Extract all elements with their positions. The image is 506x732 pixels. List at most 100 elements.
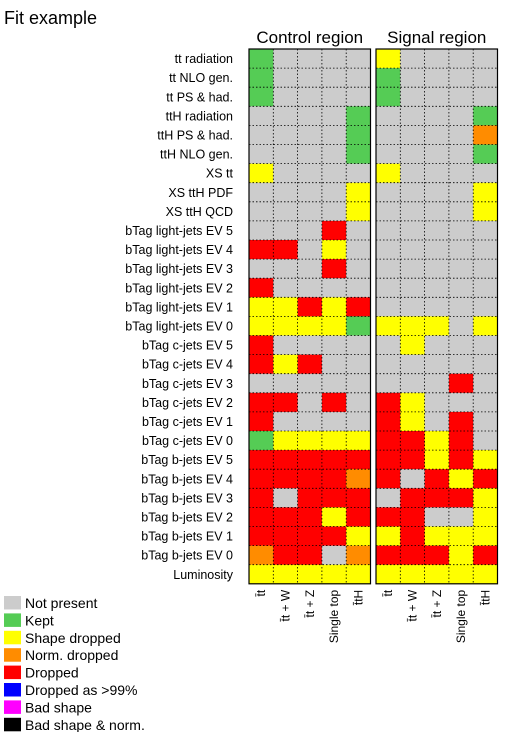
- heatmap-cell: [273, 392, 298, 413]
- row-label: bTag b-jets EV 0: [141, 549, 233, 563]
- column-label: Single top: [454, 589, 468, 643]
- row-label: bTag b-jets EV 5: [141, 453, 233, 467]
- legend-label: Norm. dropped: [25, 647, 118, 663]
- row-label: bTag c-jets EV 1: [142, 415, 233, 429]
- heatmap-cell: [273, 220, 298, 241]
- heatmap-cell: [400, 163, 425, 184]
- heatmap-cell: [321, 431, 347, 451]
- row-label: Luminosity: [173, 568, 233, 582]
- heatmap-cell: [424, 450, 450, 470]
- heatmap-cell: [448, 220, 474, 241]
- heatmap-cell: [448, 431, 474, 451]
- heatmap-cell: [473, 431, 498, 451]
- row-label: bTag light-jets EV 1: [125, 300, 233, 314]
- heatmap-cell: [321, 125, 347, 145]
- heatmap-cell: [376, 182, 401, 203]
- heatmap-cell: [249, 278, 274, 298]
- heatmap-cell: [346, 278, 371, 298]
- heatmap-cell: [424, 106, 450, 126]
- heatmap-cell: [346, 182, 371, 203]
- heatmap-cell: [346, 507, 371, 527]
- row-label: bTag b-jets EV 1: [141, 530, 233, 544]
- legend-label: Shape dropped: [25, 630, 121, 646]
- heatmap-cell: [321, 220, 347, 241]
- heatmap-cell: [424, 182, 450, 203]
- heatmap-cell: [297, 450, 323, 470]
- heatmap-cell: [448, 469, 474, 489]
- heatmap-cell: [297, 163, 323, 184]
- heatmap-cell: [249, 392, 274, 413]
- heatmap-cells: [249, 49, 498, 585]
- heatmap-cell: [400, 87, 425, 107]
- column-label: t̄t + W: [278, 589, 292, 622]
- heatmap-cell: [424, 278, 450, 298]
- heatmap-cell: [473, 373, 498, 394]
- row-label: bTag b-jets EV 3: [141, 491, 233, 505]
- heatmap-cell: [273, 488, 298, 508]
- heatmap-cell: [400, 316, 425, 336]
- heatmap-cell: [448, 411, 474, 432]
- heatmap-cell: [473, 545, 498, 566]
- heatmap-cell: [448, 259, 474, 279]
- heatmap-cell: [321, 488, 347, 508]
- heatmap-cell: [400, 469, 425, 489]
- heatmap-cell: [424, 431, 450, 451]
- heatmap-cell: [424, 68, 450, 88]
- heatmap-cell: [473, 316, 498, 336]
- heatmap-cell: [473, 354, 498, 375]
- heatmap-cell: [346, 220, 371, 241]
- heatmap-cell: [473, 488, 498, 508]
- heatmap-cell: [448, 373, 474, 394]
- heatmap-cell: [376, 488, 401, 508]
- row-label: ttH PS & had.: [157, 128, 233, 142]
- heatmap-cell: [297, 373, 323, 394]
- row-label: bTag light-jets EV 2: [125, 281, 233, 295]
- heatmap-cell: [249, 240, 274, 260]
- legend-label: Dropped: [25, 665, 79, 681]
- heatmap-cell: [273, 278, 298, 298]
- heatmap-cell: [273, 335, 298, 355]
- heatmap-cell: [400, 526, 425, 546]
- heatmap-cell: [424, 125, 450, 145]
- heatmap-cell: [249, 507, 274, 527]
- heatmap-cell: [249, 564, 274, 585]
- heatmap-cell: [376, 259, 401, 279]
- heatmap-cell: [249, 220, 274, 241]
- heatmap-cell: [249, 68, 274, 88]
- heatmap-cell: [249, 144, 274, 164]
- heatmap-cell: [400, 125, 425, 145]
- heatmap-cell: [249, 106, 274, 126]
- heatmap-cell: [321, 259, 347, 279]
- heatmap-cell: [249, 373, 274, 394]
- heatmap-cell: [400, 240, 425, 260]
- heatmap-cell: [321, 392, 347, 413]
- heatmap-cell: [424, 392, 450, 413]
- heatmap-cell: [321, 411, 347, 432]
- heatmap-cell: [424, 488, 450, 508]
- heatmap-cell: [376, 106, 401, 126]
- heatmap-cell: [297, 469, 323, 489]
- column-label: t̄tH: [478, 590, 492, 606]
- heatmap-cell: [424, 411, 450, 432]
- heatmap-cell: [448, 182, 474, 203]
- heatmap-cell: [346, 545, 371, 566]
- heatmap-cell: [346, 87, 371, 107]
- heatmap-cell: [376, 87, 401, 107]
- heatmap-cell: [448, 316, 474, 336]
- heatmap-cell: [400, 68, 425, 88]
- legend-swatch: [4, 665, 21, 680]
- row-label: tt NLO gen.: [169, 71, 233, 85]
- legend-label: Dropped as >99%: [25, 682, 137, 698]
- heatmap-cell: [346, 488, 371, 508]
- heatmap-cell: [249, 450, 274, 470]
- heatmap-cell: [297, 392, 323, 413]
- heatmap-cell: [249, 431, 274, 451]
- heatmap-cell: [473, 87, 498, 107]
- heatmap-cell: [297, 488, 323, 508]
- heatmap-cell: [400, 106, 425, 126]
- heatmap-cell: [297, 431, 323, 451]
- legend-swatch: [4, 648, 21, 662]
- heatmap-cell: [346, 68, 371, 88]
- heatmap-cell: [321, 450, 347, 470]
- heatmap-cell: [346, 259, 371, 279]
